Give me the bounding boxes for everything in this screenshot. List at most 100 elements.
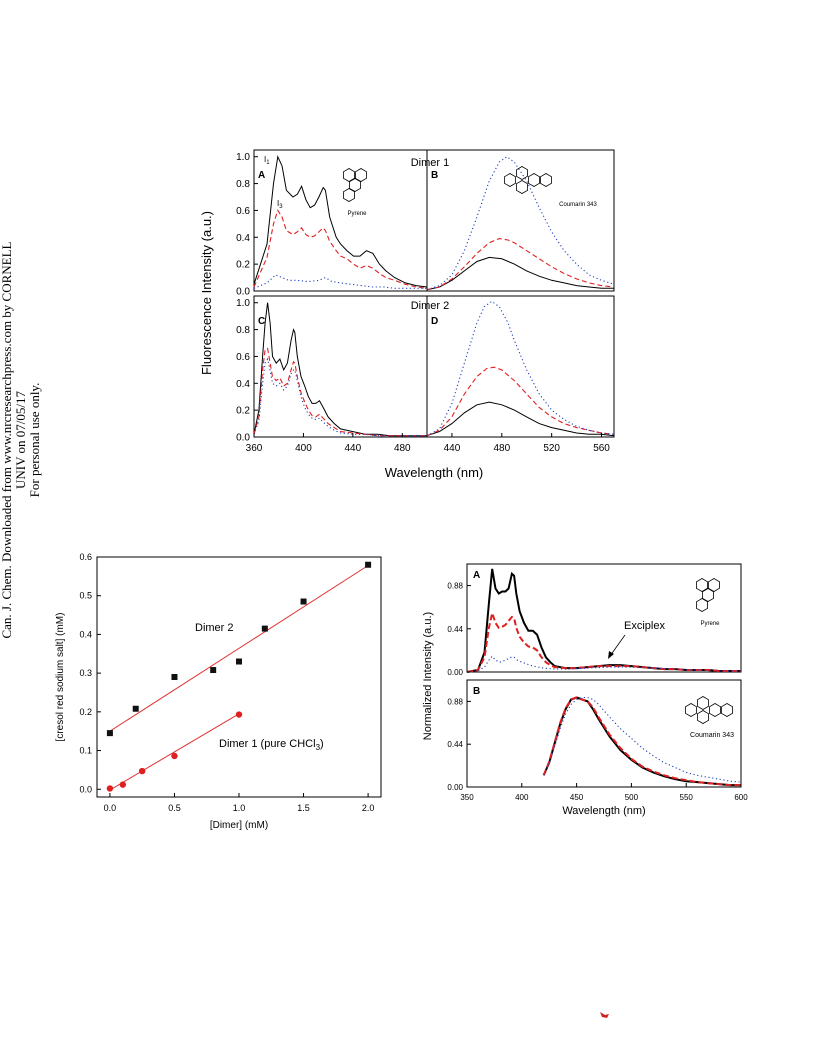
norm-panel-B-label: B [473,686,480,697]
y-tick-label: 0.88 [447,582,463,591]
panel-B-series-blue-line [426,156,615,291]
y-axis-label: Fluorescence Intensity (a.u.) [199,211,214,375]
coumarin-ring [515,180,529,194]
x-tick-label: 600 [734,793,748,802]
norm-panel-B: 0.00 0.44 0.88 B [447,679,742,792]
coumarin-ring [721,703,734,717]
panel-A-frame [253,149,428,292]
y-tick-label: 0.2 [236,260,250,271]
pyrene-ring [695,598,708,612]
fit-line-0 [109,565,369,732]
x-tick-label: 520 [543,443,560,454]
norm-panel-B-series-red-line [542,696,741,787]
pyrene-ring [342,188,355,202]
binding-chart: 0.0 0.5 1.0 1.5 2.0 0.0 0.1 0.2 0.3 0.4 0.5 0.6 Dime… [55,552,382,831]
data-point-circle [171,752,178,760]
y-tick-label: 1.0 [236,298,250,309]
norm-x-axis-label: Wavelength (nm) [562,805,645,817]
data-point-square [300,598,307,605]
coumarin-structure-icon [504,166,553,194]
panel-A-series-black-line [253,154,428,288]
pyrene-label: Pyrene [347,211,367,217]
panel-B-series-black-line [426,256,614,291]
x-tick-label: 440 [444,443,461,454]
data-point-circle [106,785,114,792]
x-tick-label: 560 [593,443,610,454]
x-tick-label: 360 [246,443,263,454]
panel-B: B [426,149,615,292]
x-tick-label: 450 [570,793,584,802]
x-tick-label: 1.5 [297,803,310,813]
data-point-square [261,625,268,632]
annotation-I1: I1 [264,155,270,166]
annotation-I1-sub: 1 [266,160,270,166]
data-point-square [365,561,372,568]
panel-C-frame [253,295,428,438]
panel-C-series-red-line [253,347,427,437]
pyrene-ring [695,578,708,592]
exciplex-annotation: Exciplex [624,620,665,632]
series-label-dimer1-sub: 3 [316,743,321,752]
norm-panel-A-frame [466,563,742,673]
panel-B-label: B [431,170,438,181]
y-tick-label: 0.0 [236,287,250,298]
panel-D-series-black-line [426,401,615,437]
x-axis-label: Wavelength (nm) [385,465,484,480]
pyrene-ring [342,168,355,182]
exciplex-arrow [609,634,626,657]
corner-mark-icon [600,1012,609,1018]
norm-panel-B-frame [466,679,742,788]
coumarin-ring [709,703,721,717]
data-point-circle [235,711,243,718]
pyrene-ring [702,588,714,602]
y-tick-label: 0.4 [236,379,250,390]
coumarin-ring [515,166,529,180]
y-tick-label: 0.8 [236,325,250,336]
data-point-circle [138,767,146,775]
binding-frame [96,556,382,798]
coumarin-ring [696,696,709,710]
y-tick-label: 0.8 [236,179,250,190]
coumarin-ring [684,703,698,717]
x-tick-label: 400 [515,793,529,802]
panel-C: C 0.0 0.2 0.4 0.6 0.8 1.0 360 400 440 480 [236,295,428,454]
fluorescence-quad-chart: A 0.0 0.2 0.4 0.6 0.8 1.0 B C 0.0 0.2 0.4 0.6 0.8 1.0 3… [199,149,615,480]
pyrene-ring [349,178,361,192]
binding-x-axis-label: [Dimer] (mM) [210,820,268,831]
series-label-dimer1: Dimer 1 (pure CHCl3) [219,738,324,752]
x-tick-label: 440 [345,443,362,454]
x-tick-label: 480 [394,443,411,454]
coumarin-label-2: Coumarin 343 [690,732,734,739]
y-tick-label: 0.2 [79,707,92,717]
y-tick-label: 0.6 [236,206,250,217]
x-tick-label: 350 [460,793,474,802]
panel-A-series-red-line [253,209,428,289]
panel-C-title: Dimer 2 [411,300,450,312]
x-tick-label: 2.0 [362,803,375,813]
y-tick-label: 0.44 [447,740,463,749]
y-tick-label: 0.0 [236,433,250,444]
panel-D-series-red-line [426,366,615,437]
panel-D-series-blue-line [426,300,615,437]
panel-A-title: Dimer 1 [411,157,450,169]
panel-C-label: C [258,316,265,327]
panel-D-frame [426,295,615,438]
y-tick-label: 0.0 [79,784,92,794]
annotation-I3-sub: 3 [279,204,283,210]
y-tick-label: 0.4 [236,233,250,244]
panel-D-label: D [431,316,438,327]
pyrene-structure-icon [695,578,721,612]
x-tick-label: 480 [493,443,510,454]
x-tick-label: 0.0 [104,803,117,813]
data-point-circle [119,781,127,788]
x-tick-label: 550 [680,793,694,802]
norm-panel-B-series-blue-line [543,696,742,783]
coumarin-ring [540,173,553,187]
y-tick-label: 0.5 [79,591,92,601]
binding-y-axis-label: [cresol red sodium salt] (mM) [55,613,66,742]
fit-line-1 [109,713,240,791]
pyrene-label-2: Pyrene [700,621,720,627]
norm-y-axis-label: Normalized Intensity (a.u.) [422,612,434,740]
x-tick-label: 400 [295,443,312,454]
y-tick-label: 0.1 [79,746,92,756]
